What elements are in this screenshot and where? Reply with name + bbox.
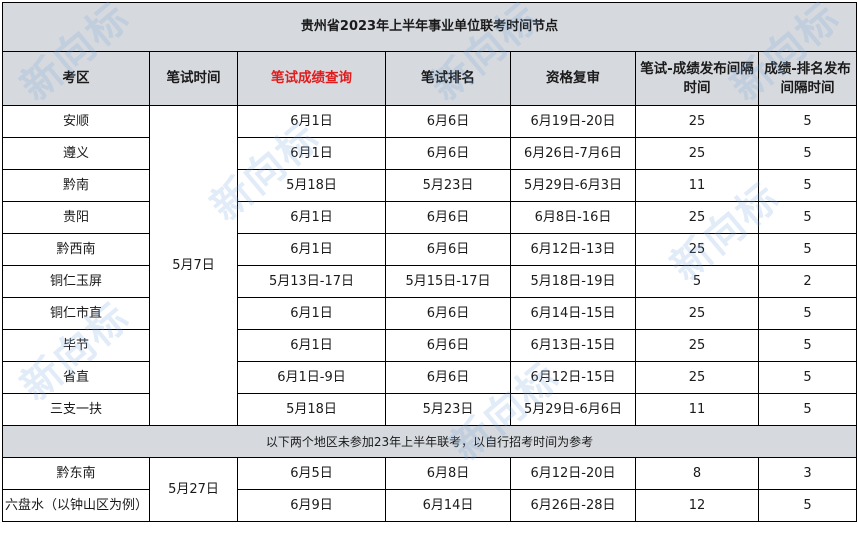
score-query-cell: 6月1日	[237, 297, 386, 330]
table-row: 铜仁市直 6月1日 6月6日 6月14日-15日 25 5	[2, 297, 858, 330]
ranking-cell: 5月23日	[385, 169, 511, 202]
review-cell: 6月13日-15日	[510, 329, 636, 362]
table-row: 贵阳 6月1日 6月6日 6月8日-16日 25 5	[2, 201, 858, 234]
interval-rank-cell: 3	[757, 457, 858, 490]
score-query-cell: 6月1日-9日	[237, 361, 386, 394]
interval-rank-cell: 5	[757, 169, 858, 202]
ranking-cell: 6月6日	[385, 137, 511, 170]
score-query-cell: 5月18日	[237, 393, 386, 426]
score-query-cell: 6月9日	[237, 489, 386, 522]
review-cell: 5月29日-6月3日	[510, 169, 636, 202]
region-cell: 遵义	[2, 137, 150, 170]
table-row: 安顺 5月7日 6月1日 6月6日 6月19日-20日 25 5	[2, 105, 858, 426]
table-row: 黔西南 6月1日 6月6日 6月12日-13日 25 5	[2, 233, 858, 266]
interval-score-cell: 25	[635, 105, 759, 138]
review-cell: 6月8日-16日	[510, 201, 636, 234]
ranking-cell: 6月6日	[385, 297, 511, 330]
score-query-cell: 6月5日	[237, 457, 386, 490]
interval-score-cell: 12	[635, 489, 759, 522]
interval-rank-cell: 5	[757, 297, 858, 330]
interval-rank-cell: 5	[757, 201, 858, 234]
header-interval-rank: 成绩-排名发布间隔时间	[757, 51, 858, 106]
ranking-cell: 6月6日	[385, 329, 511, 362]
table-row: 遵义 6月1日 6月6日 6月26日-7月6日 25 5	[2, 137, 858, 170]
score-query-cell: 5月18日	[237, 169, 386, 202]
header-review: 资格复审	[510, 51, 636, 106]
review-cell: 6月26日-28日	[510, 489, 636, 522]
interval-rank-cell: 5	[757, 105, 858, 138]
interval-score-cell: 25	[635, 137, 759, 170]
region-cell: 省直	[2, 361, 150, 394]
ranking-cell: 6月6日	[385, 105, 511, 138]
ranking-cell: 6月8日	[385, 457, 511, 490]
ranking-cell: 6月6日	[385, 201, 511, 234]
exam-time-cell: 5月7日	[149, 105, 238, 426]
interval-score-cell: 5	[635, 265, 759, 298]
review-cell: 6月14日-15日	[510, 297, 636, 330]
header-score-query: 笔试成绩查询	[237, 51, 386, 106]
score-query-cell: 6月1日	[237, 329, 386, 362]
region-cell: 黔南	[2, 169, 150, 202]
review-cell: 6月12日-13日	[510, 233, 636, 266]
ranking-cell: 6月6日	[385, 361, 511, 394]
region-cell: 毕节	[2, 329, 150, 362]
ranking-cell: 5月15日-17日	[385, 265, 511, 298]
table-row: 黔东南 5月27日 6月5日 6月8日 6月12日-20日 8 3	[2, 457, 858, 522]
ranking-cell: 5月23日	[385, 393, 511, 426]
interval-score-cell: 25	[635, 297, 759, 330]
table-row: 六盘水（以钟山区为例） 6月9日 6月14日 6月26日-28日 12 5	[2, 489, 858, 522]
region-cell: 黔西南	[2, 233, 150, 266]
region-cell: 六盘水（以钟山区为例）	[2, 489, 150, 522]
table-title: 贵州省2023年上半年事业单位联考时间节点	[1, 2, 858, 52]
table-row: 铜仁玉屏 5月13日-17日 5月15日-17日 5月18日-19日 5 2	[2, 265, 858, 298]
interval-score-cell: 25	[635, 233, 759, 266]
interval-score-cell: 8	[635, 457, 759, 490]
interval-rank-cell: 5	[757, 361, 858, 394]
score-query-cell: 6月1日	[237, 201, 386, 234]
table-row: 毕节 6月1日 6月6日 6月13日-15日 25 5	[2, 329, 858, 362]
region-cell: 贵阳	[2, 201, 150, 234]
note-cell: 以下两个地区未参加23年上半年联考，以自行招考时间为参考	[1, 425, 858, 458]
ranking-cell: 6月14日	[385, 489, 511, 522]
interval-score-cell: 11	[635, 393, 759, 426]
header-ranking: 笔试排名	[385, 51, 511, 106]
interval-score-cell: 25	[635, 329, 759, 362]
header-region: 考区	[2, 51, 150, 106]
interval-rank-cell: 2	[757, 265, 858, 298]
region-cell: 安顺	[2, 105, 150, 138]
region-cell: 三支一扶	[2, 393, 150, 426]
review-cell: 6月12日-15日	[510, 361, 636, 394]
table-row: 省直 6月1日-9日 6月6日 6月12日-15日 25 5	[2, 361, 858, 394]
review-cell: 6月12日-20日	[510, 457, 636, 490]
region-cell: 铜仁市直	[2, 297, 150, 330]
score-query-cell: 6月1日	[237, 137, 386, 170]
note-row: 以下两个地区未参加23年上半年联考，以自行招考时间为参考	[1, 425, 858, 458]
interval-rank-cell: 5	[757, 329, 858, 362]
interval-score-cell: 25	[635, 201, 759, 234]
region-cell: 铜仁玉屏	[2, 265, 150, 298]
interval-rank-cell: 5	[757, 233, 858, 266]
review-cell: 5月29日-6月6日	[510, 393, 636, 426]
ranking-cell: 6月6日	[385, 233, 511, 266]
region-cell: 黔东南	[2, 457, 150, 490]
review-cell: 5月18日-19日	[510, 265, 636, 298]
score-query-cell: 5月13日-17日	[237, 265, 386, 298]
interval-rank-cell: 5	[757, 137, 858, 170]
interval-rank-cell: 5	[757, 489, 858, 522]
interval-score-cell: 11	[635, 169, 759, 202]
score-query-cell: 6月1日	[237, 105, 386, 138]
exam-time-cell: 5月27日	[149, 457, 238, 522]
review-cell: 6月26日-7月6日	[510, 137, 636, 170]
table-row: 黔南 5月18日 5月23日 5月29日-6月3日 11 5	[2, 169, 858, 202]
header-interval-score: 笔试-成绩发布间隔时间	[635, 51, 759, 106]
header-exam-time: 笔试时间	[149, 51, 238, 106]
table-row: 三支一扶 5月18日 5月23日 5月29日-6月6日 11 5	[2, 393, 858, 426]
review-cell: 6月19日-20日	[510, 105, 636, 138]
score-query-cell: 6月1日	[237, 233, 386, 266]
schedule-table: 贵州省2023年上半年事业单位联考时间节点 考区 笔试时间 笔试成绩查询 笔试排…	[1, 2, 858, 522]
interval-rank-cell: 5	[757, 393, 858, 426]
interval-score-cell: 25	[635, 361, 759, 394]
